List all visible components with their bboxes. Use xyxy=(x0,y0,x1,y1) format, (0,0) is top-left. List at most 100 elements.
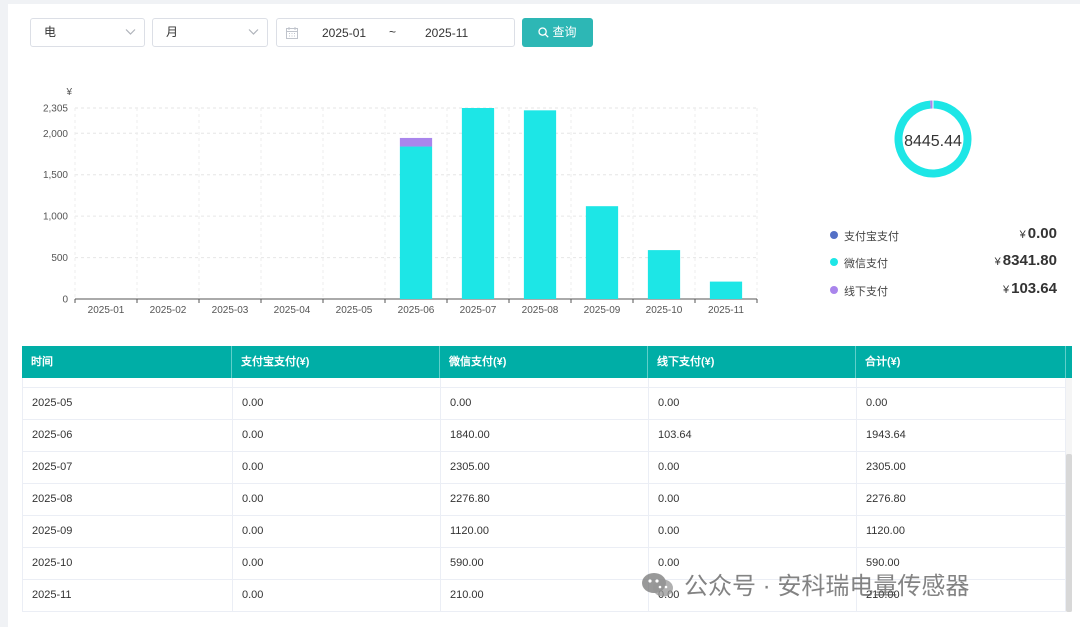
table-cell: 103.64 xyxy=(649,420,857,451)
column-header-wechat: 微信支付(¥) xyxy=(440,346,648,378)
period-select[interactable]: 月 xyxy=(152,18,268,47)
x-tick-label: 2025-11 xyxy=(708,305,744,316)
bar-2025-11 xyxy=(709,281,743,299)
table-cell: 1120.00 xyxy=(857,516,1066,547)
table-cell: 0.00 xyxy=(233,548,441,579)
table-cell: 0.00 xyxy=(649,452,857,483)
table-cell: 0.00 xyxy=(649,484,857,515)
legend-alipay: 支付宝支付 ¥0.00 xyxy=(830,225,1060,245)
table-cell: 1120.00 xyxy=(441,516,649,547)
legend-value: ¥0.00 xyxy=(1019,225,1057,242)
column-header-offline: 线下支付(¥) xyxy=(648,346,856,378)
y-tick-label: 2,305 xyxy=(43,104,68,115)
bar-2025-09 xyxy=(585,206,619,299)
table-cell: 0.00 xyxy=(233,388,441,419)
table-row[interactable]: 2025-09 0.00 1120.00 0.00 1120.00 xyxy=(23,516,1066,548)
column-header-total: 合计(¥) xyxy=(856,346,1066,378)
table-cell: 2025-05 xyxy=(23,388,233,419)
x-tick-label: 2025-06 xyxy=(398,305,435,316)
table-cell: 0.00 xyxy=(233,516,441,547)
bar-2025-10 xyxy=(647,250,681,299)
x-tick-label: 2025-02 xyxy=(150,305,187,316)
x-tick-label: 2025-09 xyxy=(584,305,621,316)
query-button[interactable]: 查询 xyxy=(522,18,593,47)
table-cell: 590.00 xyxy=(857,548,1066,579)
table-cell: 2276.80 xyxy=(857,484,1066,515)
legend-label: 线下支付 xyxy=(844,286,888,298)
table-cell: 590.00 xyxy=(441,548,649,579)
table-row[interactable]: 2025-08 0.00 2276.80 0.00 2276.80 xyxy=(23,484,1066,516)
table-body[interactable]: 2025-05 0.00 0.00 0.00 0.00 2025-06 0.00 1840.0… xyxy=(22,378,1066,612)
table-cell: 2305.00 xyxy=(857,452,1066,483)
y-unit-label: ¥ xyxy=(65,87,72,98)
table-cell: 2025-08 xyxy=(23,484,233,515)
legend-label: 微信支付 xyxy=(844,258,888,270)
table-row[interactable]: 2025-10 0.00 590.00 0.00 590.00 xyxy=(23,548,1066,580)
y-tick-label: 500 xyxy=(51,253,68,264)
table-cell: 2025-09 xyxy=(23,516,233,547)
date-separator: ~ xyxy=(389,25,397,39)
table-row-partial xyxy=(23,378,1066,388)
table-cell: 1840.00 xyxy=(441,420,649,451)
table-cell: 2025-10 xyxy=(23,548,233,579)
query-button-label: 查询 xyxy=(552,25,577,39)
table-scrollbar-thumb[interactable] xyxy=(1066,454,1072,612)
y-tick-label: 1,000 xyxy=(43,212,68,223)
table-cell: 2025-11 xyxy=(23,580,233,611)
table-cell: 2305.00 xyxy=(441,452,649,483)
legend-dot xyxy=(830,286,838,294)
y-tick-label: 2,000 xyxy=(43,129,68,140)
table-cell: 0.00 xyxy=(441,388,649,419)
table-cell: 2025-07 xyxy=(23,452,233,483)
table-row[interactable]: 2025-11 0.00 210.00 0.00 210.00 xyxy=(23,580,1066,612)
chevron-down-icon xyxy=(248,29,259,35)
legend-value: ¥8341.80 xyxy=(994,252,1057,269)
table-cell: 2276.80 xyxy=(441,484,649,515)
table-cell: 210.00 xyxy=(857,580,1066,611)
legend-offline: 线下支付 ¥103.64 xyxy=(830,280,1060,300)
legend-label: 支付宝支付 xyxy=(844,231,899,243)
date-end-input[interactable]: 2025-11 xyxy=(425,26,469,40)
x-tick-label: 2025-08 xyxy=(522,305,559,316)
payment-donut-chart: 8445.44 xyxy=(894,100,972,178)
search-icon xyxy=(538,27,550,38)
donut-slice xyxy=(894,100,972,178)
table-cell: 0.00 xyxy=(233,452,441,483)
table-cell: 210.00 xyxy=(441,580,649,611)
table-cell: 0.00 xyxy=(233,420,441,451)
date-range-picker[interactable]: 2025-01 ~ 2025-11 xyxy=(276,18,515,47)
x-tick-label: 2025-10 xyxy=(646,305,683,316)
table-header: 时间 支付宝支付(¥) 微信支付(¥) 线下支付(¥) 合计(¥) xyxy=(22,346,1072,378)
bar-2025-06 xyxy=(399,137,433,147)
table-cell: 0.00 xyxy=(857,388,1066,419)
x-tick-label: 2025-07 xyxy=(460,305,497,316)
table-cell: 0.00 xyxy=(649,516,857,547)
donut-total: 8445.44 xyxy=(904,133,962,150)
x-tick-label: 2025-05 xyxy=(336,305,373,316)
watermark: 公众号 · 安科瑞电量传感器 xyxy=(640,566,969,601)
energy-type-select[interactable]: 电 xyxy=(30,18,145,47)
legend-wechat: 微信支付 ¥8341.80 xyxy=(830,252,1060,272)
column-header-time: 时间 xyxy=(22,346,232,378)
table-row[interactable]: 2025-05 0.00 0.00 0.00 0.00 xyxy=(23,388,1066,420)
period-value: 月 xyxy=(166,25,179,39)
table-cell: 2025-06 xyxy=(23,420,233,451)
table-cell: 0.00 xyxy=(233,484,441,515)
date-start-input[interactable]: 2025-01 xyxy=(322,26,367,40)
calendar-icon xyxy=(286,27,298,39)
energy-type-value: 电 xyxy=(44,25,57,39)
table-row[interactable]: 2025-07 0.00 2305.00 0.00 2305.00 xyxy=(23,452,1066,484)
y-tick-label: 1,500 xyxy=(43,170,68,181)
column-header-alipay: 支付宝支付(¥) xyxy=(232,346,440,378)
table-cell: 1943.64 xyxy=(857,420,1066,451)
table-row[interactable]: 2025-06 0.00 1840.00 103.64 1943.64 xyxy=(23,420,1066,452)
table-cell: 0.00 xyxy=(649,388,857,419)
table-cell: 0.00 xyxy=(233,580,441,611)
bar-2025-08 xyxy=(523,110,557,299)
legend-dot xyxy=(830,258,838,266)
chevron-down-icon xyxy=(125,29,136,35)
x-tick-label: 2025-03 xyxy=(212,305,249,316)
payment-bar-chart: ¥0 500 1,000 1,500 2,000 2,305 2025-01 2025-02 2… xyxy=(43,87,758,316)
x-tick-label: 2025-04 xyxy=(274,305,311,316)
table-cell: 0.00 xyxy=(649,548,857,579)
